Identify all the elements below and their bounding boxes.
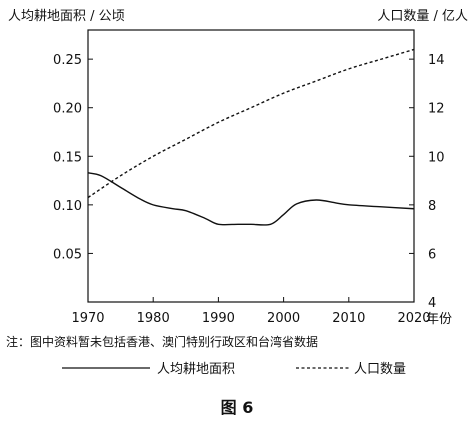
left-y-tick-label: 0.10 <box>53 199 82 214</box>
source-note: 注：图中资料暂未包括香港、澳门特别行政区和台湾省数据 <box>6 334 318 349</box>
x-tick-label: 2010 <box>332 311 365 326</box>
left-y-tick-label: 0.15 <box>53 150 82 165</box>
right-axis-title: 人口数量 / 亿人 <box>377 9 468 24</box>
right-y-tick-label: 10 <box>428 150 445 165</box>
right-y-tick-label: 4 <box>428 296 436 311</box>
x-tick-label: 2020 <box>397 311 430 326</box>
right-y-tick-label: 6 <box>428 247 436 262</box>
x-tick-label: 2000 <box>267 311 300 326</box>
right-y-tick-label: 12 <box>428 102 445 117</box>
left-y-tick-label: 0.20 <box>53 102 82 117</box>
x-axis-unit-label: 年份 <box>426 312 452 327</box>
left-axis-title: 人均耕地面积 / 公顷 <box>8 8 125 24</box>
right-y-tick-label: 8 <box>428 199 436 214</box>
x-tick-label: 1970 <box>71 311 104 326</box>
x-tick-label: 1980 <box>137 311 170 326</box>
series-line-farmland-per-capita <box>87 172 415 226</box>
ticks-layer: 1970 1980 1990 2000 2010 2020 0.05 0.10 0.15 0.20… <box>53 53 445 326</box>
left-y-tick-label: 0.05 <box>53 247 82 262</box>
series-line-population <box>87 48 415 199</box>
lines-layer <box>87 48 415 226</box>
right-y-tick-label: 14 <box>428 53 445 68</box>
legend-label-population: 人口数量 <box>354 362 406 377</box>
legend-label-farmland: 人均耕地面积 <box>157 361 235 377</box>
x-tick-label: 1990 <box>202 311 235 326</box>
left-y-tick-label: 0.25 <box>53 53 82 68</box>
plot-area-frame <box>87 29 415 303</box>
legend: 人均耕地面积 人口数量 <box>62 361 406 377</box>
figure-title: 图 6 <box>221 398 254 417</box>
